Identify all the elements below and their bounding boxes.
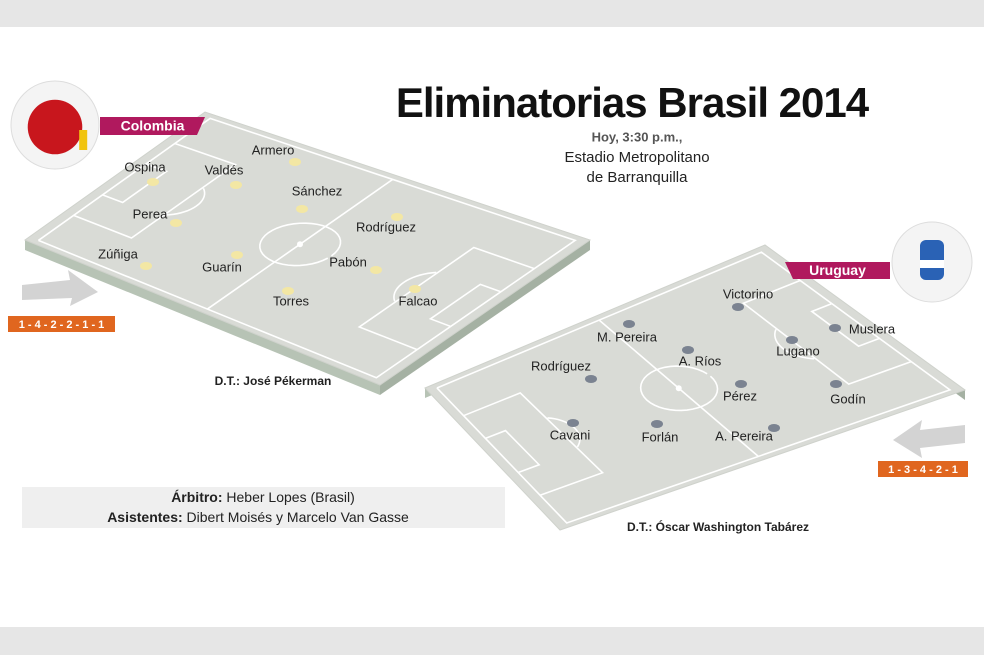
player-dot bbox=[140, 262, 152, 270]
touchline bbox=[436, 251, 952, 524]
player-dot bbox=[289, 158, 301, 166]
penalty-arc bbox=[774, 329, 815, 360]
pitch-side bbox=[25, 240, 380, 395]
player-name: Valdés bbox=[205, 162, 244, 177]
title: Eliminatorias Brasil 2014 bbox=[396, 79, 870, 126]
player-dot bbox=[567, 419, 579, 427]
player-dot bbox=[732, 303, 744, 311]
player-name: Perea bbox=[133, 206, 168, 221]
formation-box bbox=[8, 316, 115, 332]
player-name: Armero bbox=[252, 142, 295, 157]
formation-box bbox=[878, 461, 968, 477]
player-dot bbox=[623, 320, 635, 328]
player-dot bbox=[830, 380, 842, 388]
player-dot bbox=[409, 285, 421, 293]
player-name: Lugano bbox=[776, 343, 819, 358]
player-name: Torres bbox=[273, 293, 310, 308]
assistants: Asistentes: Dibert Moisés y Marcelo Van … bbox=[107, 509, 409, 525]
player-dot bbox=[370, 266, 382, 274]
player-name: Cavani bbox=[550, 427, 591, 442]
player-dot bbox=[391, 213, 403, 221]
player-name: Rodríguez bbox=[356, 219, 416, 234]
player-name: A. Pereira bbox=[715, 428, 774, 443]
player-name: Ospina bbox=[124, 159, 166, 174]
referee: Árbitro: Heber Lopes (Brasil) bbox=[171, 489, 355, 505]
formation-arrow bbox=[893, 420, 965, 458]
team-name: Colombia bbox=[121, 118, 185, 134]
player-dot bbox=[282, 287, 294, 295]
logo-stripe bbox=[79, 130, 88, 150]
logo-stripe bbox=[920, 260, 944, 268]
top-bar bbox=[0, 0, 984, 27]
coach: D.T.: José Pékerman bbox=[215, 374, 332, 388]
player-dot bbox=[170, 219, 182, 227]
player-dot bbox=[585, 375, 597, 383]
player-name: Falcao bbox=[398, 293, 437, 308]
center-spot bbox=[675, 385, 682, 392]
player-name: Rodríguez bbox=[531, 358, 591, 373]
pitch-side bbox=[380, 240, 590, 395]
content: Ospina Armero Valdés Sánchez Perea Rodríguez Z… bbox=[8, 80, 973, 534]
player-dot bbox=[768, 424, 780, 432]
player-name: Pabón bbox=[329, 254, 367, 269]
player-dot bbox=[147, 178, 159, 186]
team-banner bbox=[785, 262, 890, 279]
formation: 1 - 4 - 2 - 2 - 1 - 1 bbox=[19, 319, 105, 331]
time: Hoy, 3:30 p.m., bbox=[592, 129, 683, 144]
goal-area bbox=[485, 429, 541, 474]
player-dot bbox=[682, 346, 694, 354]
player-name: Victorino bbox=[723, 286, 773, 301]
pitch-surface bbox=[424, 244, 967, 531]
player-name: Pérez bbox=[723, 388, 757, 403]
officials-box bbox=[22, 487, 505, 528]
player-name: Muslera bbox=[849, 321, 896, 336]
center-spot bbox=[297, 241, 303, 248]
team-banner bbox=[100, 117, 205, 135]
player-name: Zúñiga bbox=[98, 246, 139, 261]
player-name: Forlán bbox=[642, 429, 679, 444]
center-circle bbox=[259, 222, 342, 267]
player-dot bbox=[651, 420, 663, 428]
penalty-arc bbox=[165, 187, 206, 216]
player-dot bbox=[829, 324, 841, 332]
goal-area bbox=[428, 283, 502, 328]
team-name: Uruguay bbox=[809, 262, 866, 278]
logo-ball bbox=[27, 99, 83, 155]
player-name: M. Pereira bbox=[597, 329, 658, 344]
player-dot bbox=[296, 205, 308, 213]
venue: de Barranquilla bbox=[587, 169, 689, 186]
penalty-box bbox=[463, 391, 605, 496]
bottom-bar bbox=[0, 627, 984, 655]
penalty-arc bbox=[547, 417, 581, 448]
player-name: A. Ríos bbox=[679, 353, 722, 368]
formation-arrow bbox=[22, 270, 98, 306]
coach: D.T.: Óscar Washington Tabárez bbox=[627, 519, 809, 534]
pitch-surface bbox=[23, 111, 592, 386]
venue: Estadio Metropolitano bbox=[564, 149, 709, 166]
referee-name: Heber Lopes (Brasil) bbox=[226, 489, 354, 505]
pitch bbox=[424, 244, 967, 531]
center-circle bbox=[639, 365, 719, 412]
player-name: Godín bbox=[830, 391, 865, 406]
assistants-names: Dibert Moisés y Marcelo Van Gasse bbox=[187, 509, 409, 525]
player-dot bbox=[786, 336, 798, 344]
penalty-arc bbox=[393, 271, 437, 302]
goal-area bbox=[102, 163, 169, 204]
touchline bbox=[37, 117, 577, 379]
assistants-label: Asistentes: bbox=[107, 509, 182, 525]
player-name: Sánchez bbox=[292, 183, 343, 198]
player-dot bbox=[735, 380, 747, 388]
player-name: Guarín bbox=[202, 259, 242, 274]
player-dot bbox=[231, 251, 243, 259]
penalty-box bbox=[741, 279, 912, 386]
formation: 1 - 3 - 4 - 2 - 1 bbox=[888, 464, 958, 476]
penalty-box bbox=[73, 142, 238, 239]
referee-label: Árbitro: bbox=[171, 489, 222, 505]
player-dot bbox=[230, 181, 242, 189]
